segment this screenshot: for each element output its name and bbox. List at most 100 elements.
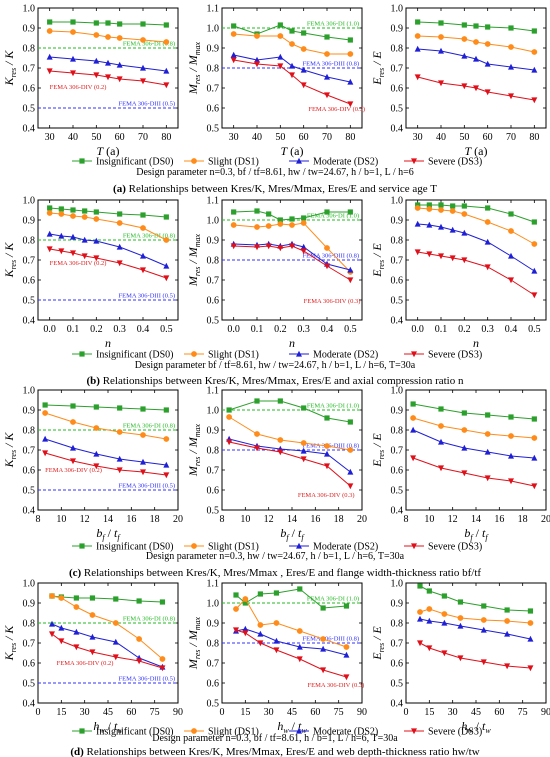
data-point	[242, 625, 249, 632]
data-point	[42, 435, 49, 442]
legend-marker	[296, 157, 302, 164]
data-point	[300, 66, 307, 73]
data-point	[347, 483, 354, 490]
data-point	[457, 599, 464, 605]
data-point	[47, 205, 53, 211]
data-point	[93, 450, 100, 457]
data-point	[289, 243, 295, 250]
legend-label: Insignificant (DS0)	[96, 157, 174, 168]
reference-label: FEMA 306-DIII (0.8)	[302, 443, 359, 450]
data-point	[289, 72, 295, 79]
y-tick-label: 0.6	[207, 679, 220, 690]
annotation-label: FEMA 306-DIV (0.2)	[50, 260, 107, 267]
data-point	[461, 470, 468, 477]
data-point	[58, 211, 65, 217]
data-point	[93, 255, 100, 262]
data-point	[265, 223, 272, 229]
data-point	[49, 631, 55, 638]
reference-label: FEMA 306-DIII (0.8)	[302, 61, 359, 68]
x-tick-label: 30	[448, 707, 458, 718]
annotation-label: FEMA 306-DIV (0.3)	[308, 106, 365, 113]
x-tick-label: 50	[459, 132, 469, 143]
plot-frame	[37, 582, 179, 704]
y-tick-label: 0.9	[207, 44, 220, 55]
data-point	[233, 606, 239, 612]
y-tick-label: 1.0	[391, 579, 404, 590]
y-tick-label: 0.5	[23, 679, 36, 690]
data-point	[324, 209, 330, 215]
x-tick-label: 30	[413, 132, 423, 143]
data-point	[140, 225, 146, 231]
data-point	[163, 22, 169, 28]
data-point	[300, 82, 307, 89]
data-point	[438, 20, 444, 26]
reference-label: FEMA 306-DI (0.8)	[123, 41, 175, 48]
x-tick-label: 0.4	[505, 324, 518, 335]
data-point	[289, 62, 295, 69]
y-tick-label: 1.0	[207, 216, 220, 227]
series-line	[233, 245, 351, 281]
data-point	[93, 216, 100, 222]
y-tick-label: 0.4	[391, 699, 404, 710]
data-point	[461, 83, 468, 90]
y-tick-label: 1.0	[391, 4, 404, 15]
data-point	[504, 663, 511, 670]
x-tick-label: 20	[357, 514, 367, 525]
series-line	[49, 233, 167, 267]
x-tick-label: 0	[36, 707, 41, 718]
data-point	[265, 243, 272, 250]
data-point	[300, 440, 307, 446]
data-point	[73, 644, 80, 651]
data-point	[508, 478, 514, 485]
y-tick-label: 0.9	[207, 236, 220, 247]
x-tick-label: 60	[115, 132, 125, 143]
data-point	[508, 25, 514, 31]
reference-label: FEMA 306-DIII (0.5)	[118, 676, 175, 683]
chart-panel: 0.4 0.5 0.6 0.7 0.8 0.9 1.0 0 15 30 45 60 75 90 FEMA 3…	[2, 579, 183, 736]
data-point	[254, 56, 260, 63]
plot-frame	[405, 582, 547, 704]
caption: (b) Relationships between Kres/K, Mres/M…	[87, 375, 464, 387]
data-point	[410, 401, 416, 407]
data-point	[159, 599, 166, 605]
series-line	[228, 416, 351, 451]
y-tick-label: 0.5	[391, 104, 404, 115]
data-point	[527, 665, 534, 672]
x-tick-label: 0.2	[458, 324, 471, 335]
data-point	[531, 219, 537, 225]
y-tick-label: 0.8	[23, 44, 36, 55]
data-point	[277, 398, 283, 404]
data-point	[93, 20, 99, 26]
y-tick-label: 0.9	[391, 216, 404, 227]
x-tick-label: 0.3	[297, 324, 310, 335]
data-point	[58, 232, 65, 239]
data-point	[480, 659, 487, 666]
data-point	[531, 241, 538, 247]
x-tick-label: 10	[56, 514, 66, 525]
data-point	[140, 64, 146, 71]
data-point	[277, 449, 284, 456]
annotation-label: FEMA 306-DIV (0.2)	[50, 84, 107, 91]
series-line	[412, 429, 535, 459]
data-point	[426, 251, 433, 258]
data-point	[300, 248, 307, 255]
data-point	[159, 656, 166, 662]
data-point	[301, 215, 307, 221]
reference-label: FEMA 306-DIII (0.8)	[302, 253, 359, 260]
x-tick-label: 8	[220, 514, 225, 525]
data-point	[58, 206, 64, 212]
data-point	[449, 208, 456, 214]
data-point	[531, 28, 537, 34]
data-point	[257, 640, 264, 647]
x-tick-label: 60	[126, 707, 136, 718]
series-line	[44, 438, 167, 466]
data-point	[42, 402, 48, 408]
data-point	[46, 68, 53, 75]
data-point	[410, 415, 417, 421]
data-point	[527, 620, 534, 626]
y-axis-label: Kres / K	[2, 432, 18, 469]
y-axis-label: Eres / E	[370, 51, 386, 86]
x-tick-label: 0.1	[435, 324, 448, 335]
y-tick-label: 0.7	[207, 466, 220, 477]
